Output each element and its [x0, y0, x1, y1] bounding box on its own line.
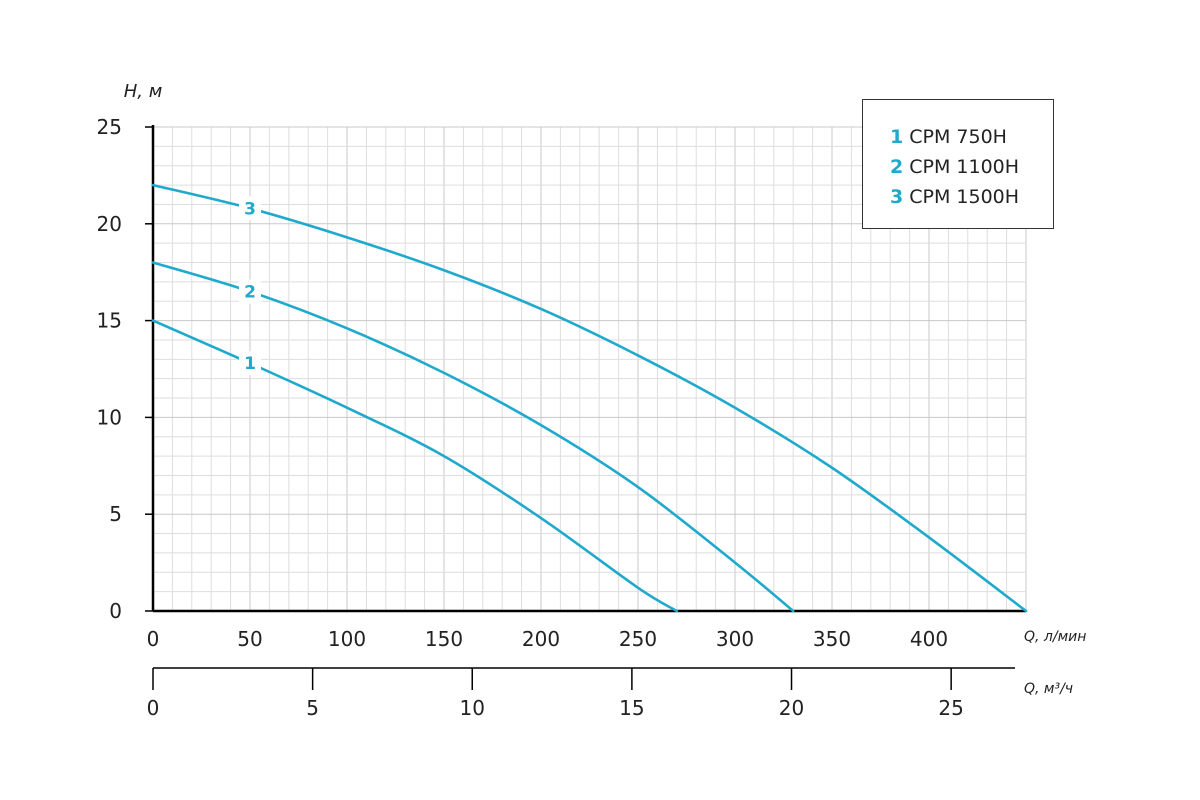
curve-label-2: 2	[244, 283, 256, 303]
y-tick-label: 20	[97, 212, 122, 236]
legend-item-2: 2 CPM 1100H	[890, 152, 1053, 182]
x-tick-label: 200	[522, 627, 560, 651]
x-axis-label: Q, л/мин	[1024, 629, 1086, 645]
legend-item-1: 1 CPM 750H	[890, 122, 1053, 152]
y-tick-label: 0	[109, 599, 122, 623]
y-axis-label: H, м	[124, 81, 163, 102]
legend-item-text: CPM 1500H	[909, 186, 1020, 208]
legend: 1 CPM 750H 2 CPM 1100H 3 CPM 1500H	[862, 99, 1054, 229]
legend-item-text: CPM 750H	[909, 126, 1007, 148]
x-tick-label: 150	[425, 627, 463, 651]
y-tick-label: 5	[109, 502, 122, 526]
series-line-1	[151, 319, 679, 613]
legend-item-num: 1	[890, 126, 904, 148]
curve-label-bg	[239, 351, 261, 376]
x-tick-label: 50	[237, 627, 262, 651]
y-tick-label: 15	[97, 309, 122, 333]
x-tick-label: 350	[813, 627, 851, 651]
x2-tick-label: 15	[619, 696, 644, 720]
legend-item-num: 2	[890, 156, 904, 178]
legend-item-3: 3 CPM 1500H	[890, 182, 1053, 212]
curve-label-3: 3	[244, 199, 256, 219]
x2-tick-label: 10	[460, 696, 485, 720]
curve-label-bg	[239, 279, 261, 304]
x-tick-label: 100	[328, 627, 366, 651]
y-tick-label: 25	[97, 115, 122, 139]
y-tick-label: 10	[97, 405, 122, 429]
series-line-3	[151, 183, 1028, 613]
x-tick-label: 0	[147, 627, 160, 651]
curve-label-1: 1	[244, 354, 256, 374]
x2-tick-label: 0	[147, 696, 160, 720]
x-tick-label: 250	[619, 627, 657, 651]
legend-item-num: 3	[890, 186, 904, 208]
x2-axis-label: Q, м³/ч	[1024, 681, 1073, 697]
x2-tick-label: 20	[779, 696, 804, 720]
legend-item-text: CPM 1100H	[909, 156, 1020, 178]
axes	[145, 125, 1026, 690]
x-tick-label: 300	[716, 627, 754, 651]
x2-tick-label: 5	[306, 696, 319, 720]
curve-label-bg	[239, 196, 261, 221]
x-tick-label: 400	[910, 627, 948, 651]
x2-tick-label: 25	[938, 696, 963, 720]
